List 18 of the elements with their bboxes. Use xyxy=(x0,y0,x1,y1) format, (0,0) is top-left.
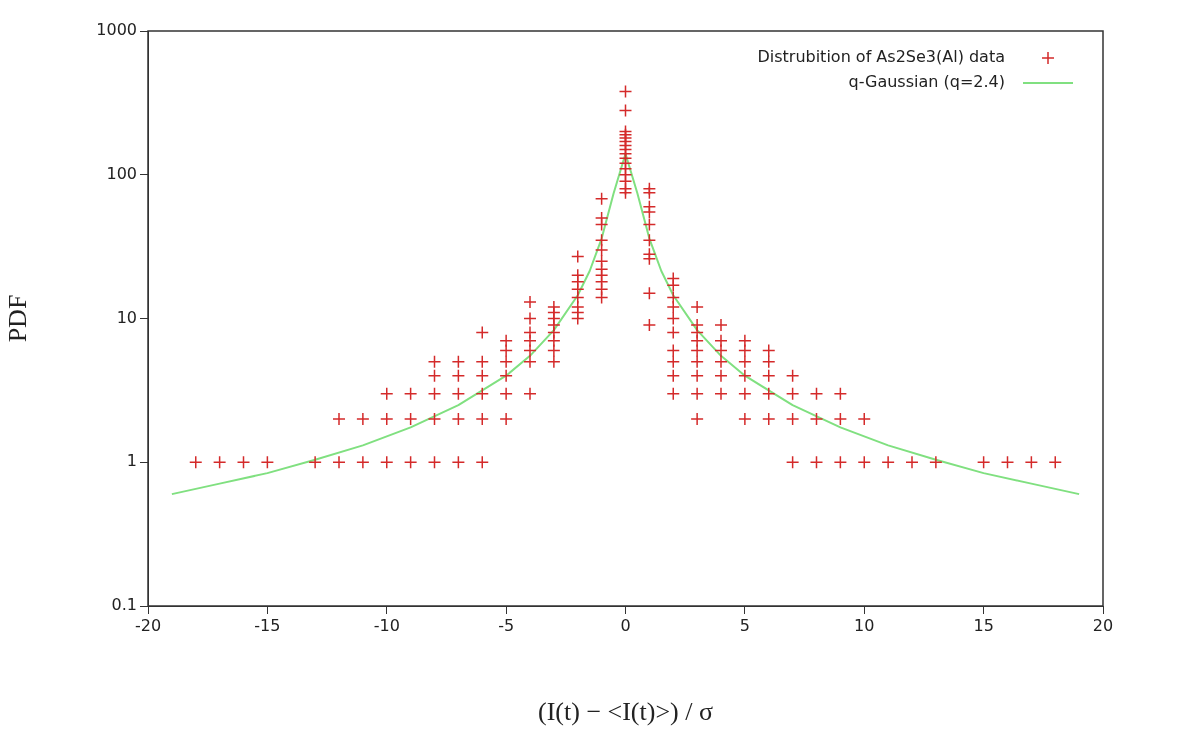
x-tick-label: -10 xyxy=(373,615,400,635)
y-tick-label: 1000 xyxy=(96,20,137,40)
x-tick-label: 10 xyxy=(854,615,875,635)
y-tick-label: 100 xyxy=(106,163,137,183)
x-tick-label: 20 xyxy=(1092,615,1114,635)
x-axis-title: (I(t) − <I(t)>) / σ xyxy=(538,697,713,727)
legend-label: q-Gaussian (q=2.4) xyxy=(848,72,1005,92)
y-tick-label: 10 xyxy=(116,307,137,327)
x-tick-label: -5 xyxy=(498,615,515,635)
x-tick-label: -15 xyxy=(254,615,281,635)
legend-label: Distrubition of As2Se3(Al) data xyxy=(757,47,1005,67)
x-tick-label: 5 xyxy=(739,615,750,635)
y-tick-label: 1 xyxy=(126,451,137,471)
x-tick-label: 15 xyxy=(973,615,994,635)
x-tick-label: 0 xyxy=(620,615,631,635)
y-tick-label: 0.1 xyxy=(111,595,137,615)
x-tick-label: -20 xyxy=(134,615,162,635)
y-axis-title: PDF xyxy=(3,294,33,343)
